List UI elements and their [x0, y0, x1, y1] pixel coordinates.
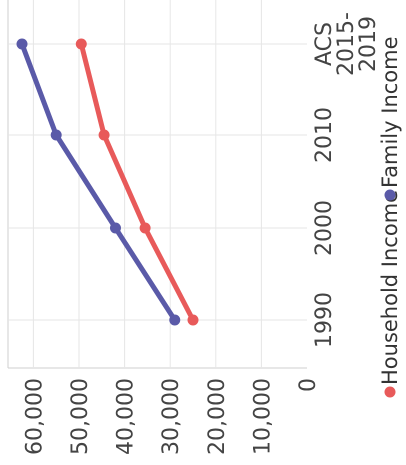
value-tick-label: 0	[296, 378, 321, 392]
category-tick-label: 2015-	[334, 12, 359, 76]
value-tick-label: 50,000	[68, 378, 93, 455]
value-tick-label: 10,000	[250, 378, 275, 455]
value-tick-label: 30,000	[159, 378, 184, 455]
household-income-legend-marker	[384, 386, 396, 398]
series-lines	[16, 38, 199, 326]
category-tick-label: 2010	[312, 107, 337, 163]
gridlines	[8, 0, 307, 368]
value-tick-label: 60,000	[22, 378, 47, 455]
value-tick-label: 20,000	[205, 378, 230, 455]
family-income-legend-marker	[384, 189, 396, 201]
household-income-point	[75, 38, 87, 50]
family-income-point	[109, 222, 121, 234]
value-tick-label: 40,000	[114, 378, 139, 455]
category-tick-label: ACS	[312, 22, 337, 66]
category-tick-label: 2019	[356, 16, 381, 72]
family-income-point	[169, 314, 181, 326]
category-tick-label: 1990	[312, 292, 337, 348]
category-tick-label: 2000	[312, 200, 337, 256]
family-income-line	[19, 41, 178, 323]
household-income-line	[78, 41, 196, 323]
household-income-point	[187, 314, 199, 326]
family-income-point	[50, 129, 62, 141]
household-income-legend-label: Household Income	[378, 190, 402, 385]
household-income-point	[98, 129, 110, 141]
family-income-legend-label: Family Income	[378, 36, 402, 188]
family-income-point	[16, 38, 28, 50]
value-axis-ticks: 0 10,000 20,000 30,000 40,000 50,000 60,000	[22, 378, 321, 455]
household-income-point	[139, 222, 151, 234]
